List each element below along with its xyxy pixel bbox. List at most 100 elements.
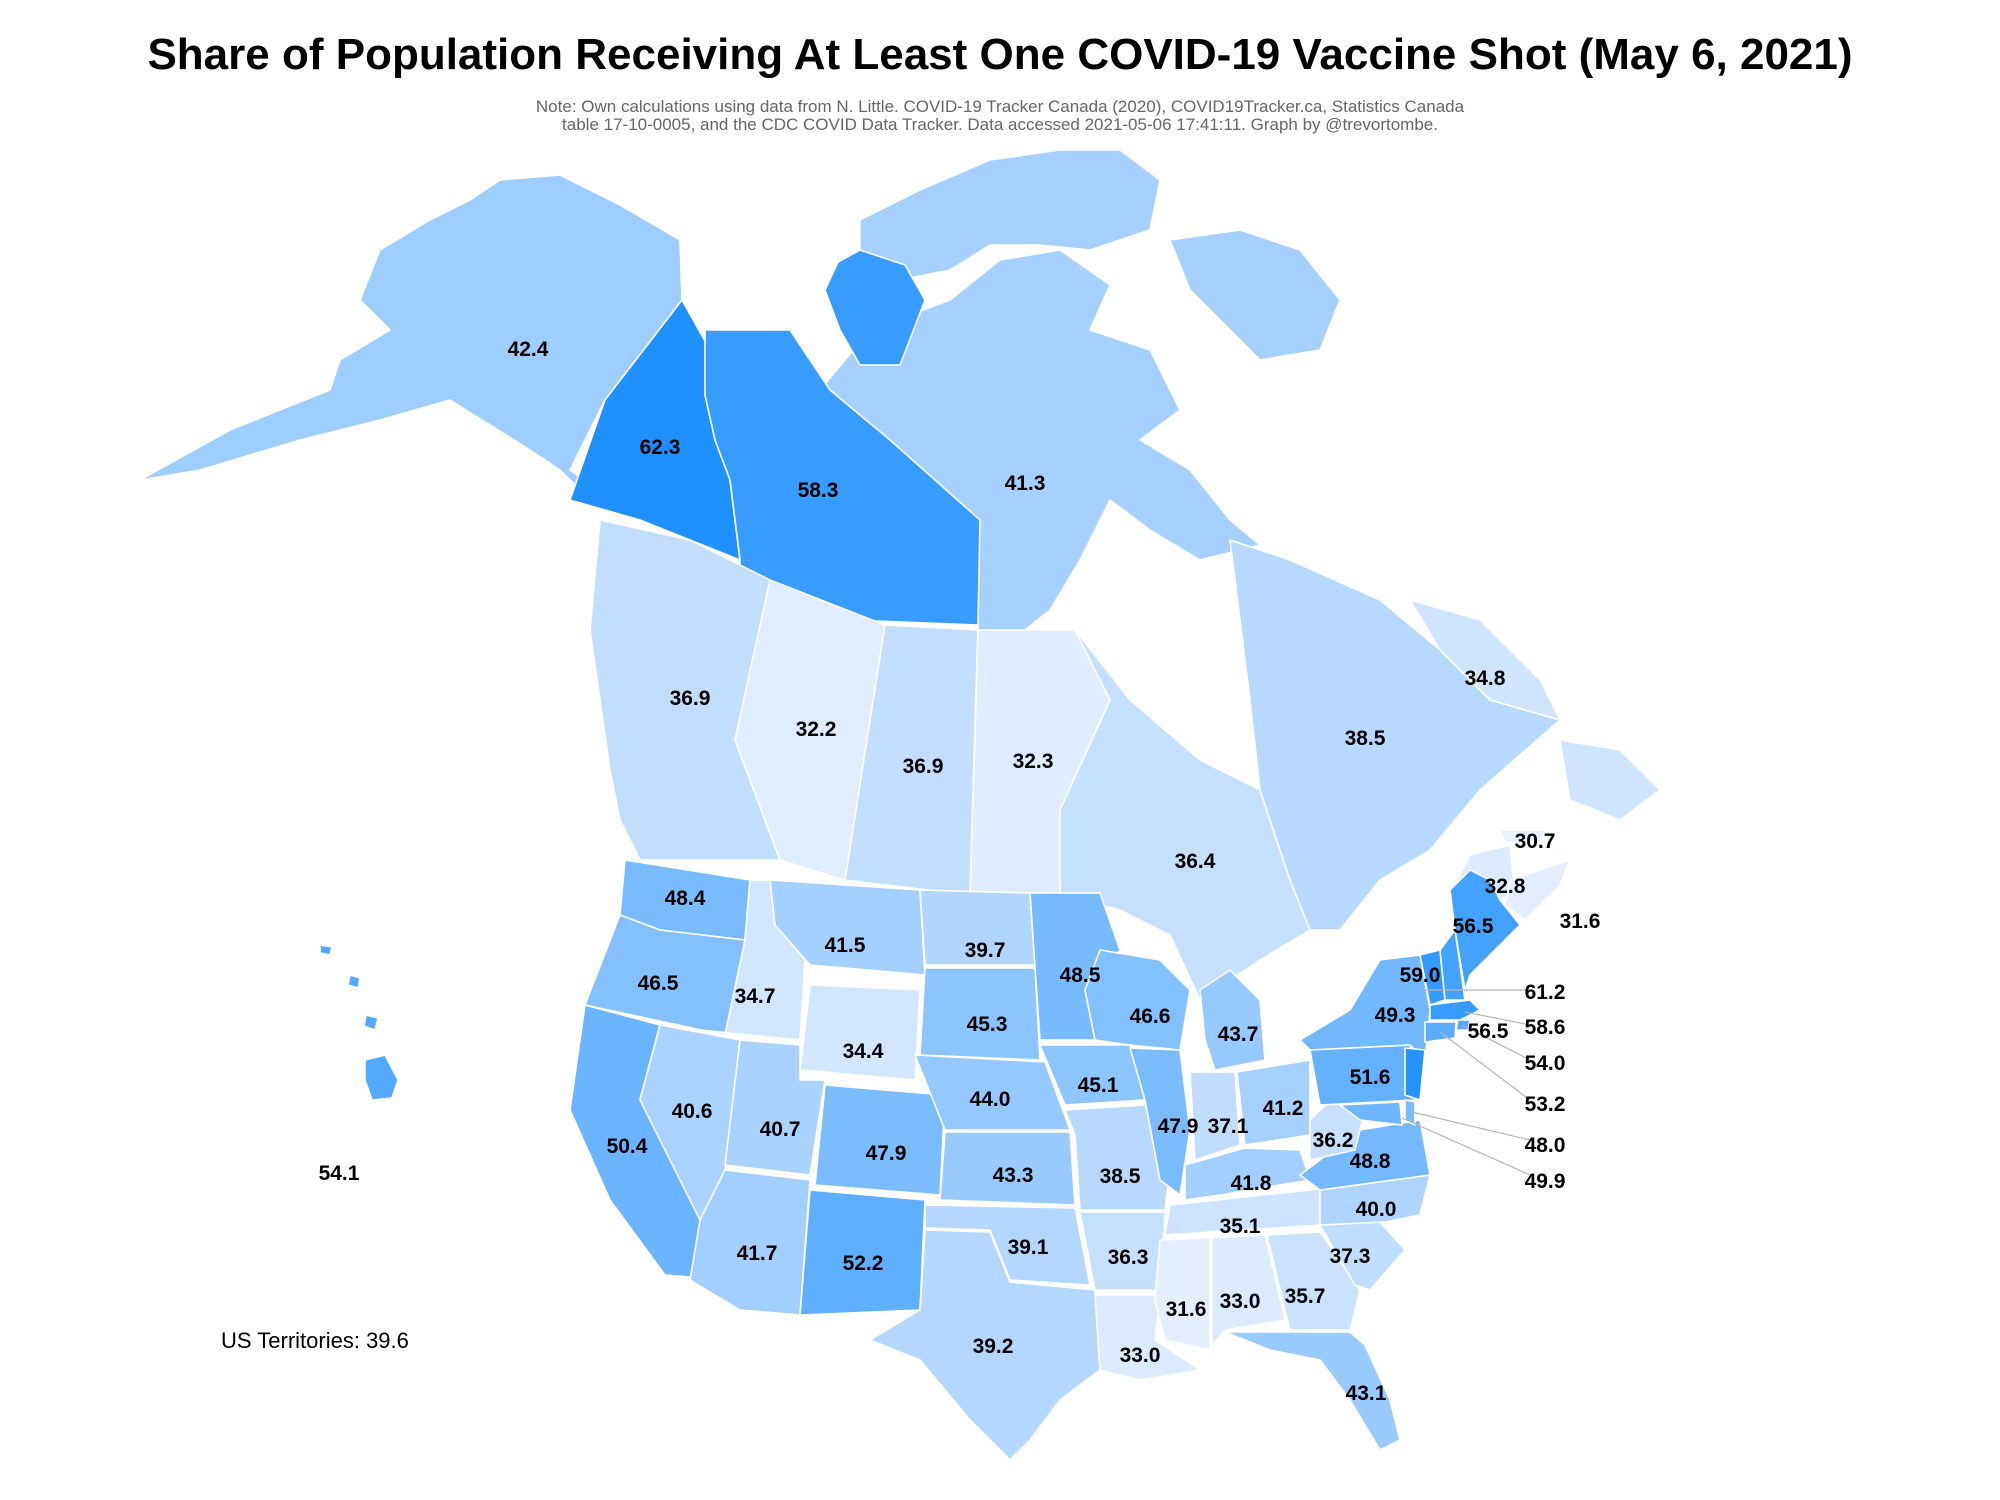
region-texas (869, 1229, 1101, 1461)
label-alberta: 32.2 (796, 718, 837, 741)
leader-line-ri (1461, 1024, 1531, 1061)
region-nunavut-islands-2 (1169, 229, 1341, 361)
region-newfoundland-labrador (1409, 599, 1561, 721)
region-montana (769, 879, 926, 976)
label-north-dakota: 39.7 (965, 939, 1006, 962)
chart-title: Share of Population Receiving At Least O… (147, 30, 1853, 79)
label-yukon: 62.3 (640, 436, 681, 459)
label-missouri: 38.5 (1100, 1165, 1141, 1188)
label-new-hampshire: 56.5 (1468, 1020, 1509, 1043)
label-indiana: 37.1 (1208, 1115, 1249, 1138)
label-georgia: 35.7 (1285, 1285, 1326, 1308)
note-line-2: table 17-10-0005, and the CDC COVID Data… (562, 115, 1438, 134)
leader-line-ma (1464, 1011, 1531, 1026)
region-kansas (939, 1131, 1076, 1206)
region-illinois (1129, 1047, 1191, 1196)
region-new-jersey (1404, 1047, 1426, 1101)
region-mississippi (1154, 1237, 1211, 1351)
label-louisiana: 33.0 (1120, 1344, 1161, 1367)
label-arizona: 41.7 (737, 1242, 778, 1265)
leader-line-md (1401, 1117, 1531, 1176)
region-quebec (1229, 539, 1561, 931)
region-hawaii-islands (319, 944, 379, 1031)
label-manitoba: 32.3 (1013, 750, 1054, 773)
label-new-jersey: 61.2 (1525, 981, 1566, 1004)
label-tennessee: 35.1 (1220, 1215, 1261, 1238)
region-nwt-islands (824, 249, 926, 366)
label-iowa: 45.1 (1078, 1074, 1119, 1097)
region-nova-scotia (1504, 859, 1571, 921)
label-alaska: 42.4 (508, 338, 549, 361)
note-line-1: Note: Own calculations using data from N… (535, 97, 1465, 116)
label-utah: 40.7 (760, 1118, 801, 1141)
region-alberta (734, 579, 886, 881)
label-ohio: 41.2 (1263, 1097, 1304, 1120)
label-vermont: 59.0 (1400, 964, 1441, 987)
label-nebraska: 44.0 (970, 1088, 1011, 1111)
label-saskatchewan: 36.9 (903, 755, 944, 778)
label-illinois: 47.9 (1158, 1115, 1199, 1138)
region-colorado (814, 1084, 946, 1196)
region-wisconsin (1084, 949, 1191, 1051)
label-west-virginia: 36.2 (1313, 1129, 1354, 1152)
region-missouri (1064, 1104, 1171, 1211)
region-hawaii (364, 1054, 399, 1101)
region-maine (1449, 869, 1521, 991)
region-prince-edward-island (1499, 829, 1546, 843)
label-florida: 43.1 (1346, 1382, 1387, 1405)
label-kansas: 43.3 (993, 1164, 1034, 1187)
region-florida (1224, 1331, 1401, 1451)
label-mississippi: 31.6 (1166, 1298, 1207, 1321)
label-new-brunswick: 32.8 (1485, 875, 1526, 898)
label-wyoming: 34.4 (843, 1040, 884, 1063)
label-texas: 39.2 (973, 1335, 1014, 1358)
label-maine: 56.5 (1453, 915, 1494, 938)
label-maryland: 49.9 (1525, 1170, 1566, 1193)
label-south-carolina: 37.3 (1330, 1245, 1371, 1268)
label-pennsylvania: 51.6 (1350, 1066, 1391, 1089)
label-hawaii: 54.1 (319, 1162, 360, 1185)
label-oregon: 46.5 (638, 972, 679, 995)
label-colorado: 47.9 (866, 1142, 907, 1165)
label-british-columbia: 36.9 (670, 687, 711, 710)
region-wyoming (799, 984, 921, 1081)
region-british-columbia (589, 519, 781, 861)
label-newfoundland-labrador: 34.8 (1465, 667, 1506, 690)
label-rhode-island: 54.0 (1525, 1052, 1566, 1075)
region-massachusetts (1429, 999, 1481, 1021)
label-nunavut: 41.3 (1005, 472, 1046, 495)
region-utah (724, 1039, 826, 1176)
label-quebec: 38.5 (1345, 727, 1386, 750)
label-north-carolina: 40.0 (1356, 1198, 1397, 1221)
leader-line-ct (1439, 1031, 1531, 1101)
region-georgia (1266, 1231, 1361, 1331)
label-new-mexico: 52.2 (843, 1252, 884, 1275)
label-nova-scotia: 31.6 (1560, 910, 1601, 933)
region-delaware (1404, 1099, 1416, 1126)
region-newfoundland-island (1559, 739, 1661, 821)
label-washington: 48.4 (665, 887, 706, 910)
leader-line-de (1411, 1111, 1531, 1141)
chart-note: Note: Own calculations using data from N… (400, 98, 1600, 134)
label-alabama: 33.0 (1220, 1290, 1261, 1313)
label-california: 50.4 (607, 1135, 648, 1158)
label-massachusetts: 58.6 (1525, 1016, 1566, 1039)
label-idaho: 34.7 (735, 985, 776, 1008)
region-indiana (1189, 1071, 1241, 1161)
label-oklahoma: 39.1 (1008, 1236, 1049, 1259)
region-michigan (1199, 969, 1266, 1071)
leader-lines (1401, 989, 1531, 1176)
label-ontario: 36.4 (1175, 850, 1216, 873)
region-south-dakota (919, 967, 1041, 1061)
label-new-york: 49.3 (1375, 1004, 1416, 1027)
label-prince-edward-island: 30.7 (1515, 830, 1556, 853)
value-labels: 62.3 58.3 41.3 42.4 36.9 32.2 36.9 32.3 36.4 38.5… (319, 338, 1601, 1405)
label-delaware: 48.0 (1525, 1134, 1566, 1157)
label-montana: 41.5 (825, 934, 866, 957)
label-wisconsin: 46.6 (1130, 1005, 1171, 1028)
region-nebraska (914, 1054, 1071, 1131)
label-minnesota: 48.5 (1060, 964, 1101, 987)
label-nevada: 40.6 (672, 1100, 713, 1123)
label-kentucky: 41.8 (1231, 1172, 1272, 1195)
